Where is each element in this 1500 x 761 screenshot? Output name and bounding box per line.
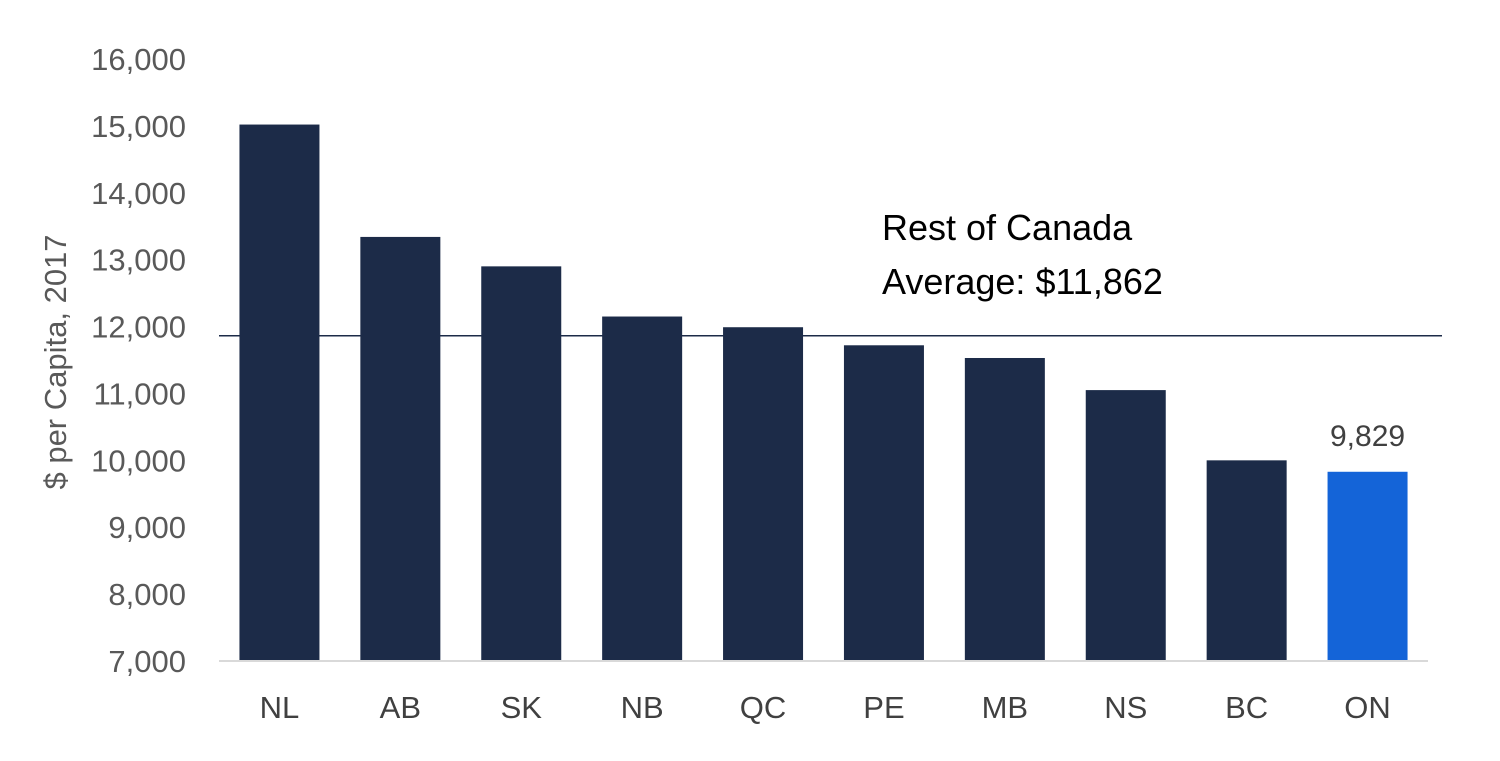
bar-mb xyxy=(964,357,1045,661)
bar-bc xyxy=(1206,460,1287,661)
bar-ab xyxy=(360,236,441,661)
y-tick-label: 9,000 xyxy=(108,510,186,545)
x-tick-label-ns: NS xyxy=(1104,690,1147,725)
bar-ns xyxy=(1085,390,1166,661)
x-tick-label-mb: MB xyxy=(982,690,1029,725)
bar-sk xyxy=(481,266,562,661)
x-tick-label-nl: NL xyxy=(260,690,300,725)
x-tick-label-pe: PE xyxy=(863,690,904,725)
y-tick-label: 12,000 xyxy=(91,310,186,345)
x-axis-labels: NL AB SK NB QC PE MB NS BC ON xyxy=(260,690,1391,725)
x-tick-label-on: ON xyxy=(1344,690,1391,725)
y-tick-label: 11,000 xyxy=(93,376,186,411)
x-tick-label-sk: SK xyxy=(501,690,543,725)
y-axis-ticks: 7,000 8,000 9,000 10,000 11,000 12,000 13,000 1… xyxy=(91,42,186,679)
y-tick-label: 8,000 xyxy=(108,577,186,612)
x-tick-label-ab: AB xyxy=(380,690,421,725)
y-tick-label: 10,000 xyxy=(91,443,186,478)
on-data-label: 9,829 xyxy=(1330,420,1405,453)
bar-nb xyxy=(602,316,683,661)
average-annotation-line-2: Average: $11,862 xyxy=(882,261,1163,302)
y-tick-label: 7,000 xyxy=(108,644,186,679)
bar-pe xyxy=(843,345,924,661)
bar-nl xyxy=(239,124,320,662)
y-axis-title-group: $ per Capita, 2017 xyxy=(38,234,73,489)
x-tick-label-bc: BC xyxy=(1225,690,1268,725)
y-tick-label: 16,000 xyxy=(91,42,186,77)
average-annotation-line-1: Rest of Canada xyxy=(882,207,1133,248)
bars xyxy=(239,124,1408,662)
x-tick-label-nb: NB xyxy=(621,690,664,725)
x-tick-label-qc: QC xyxy=(740,690,787,725)
y-axis-title: $ per Capita, 2017 xyxy=(38,234,73,489)
bar-on xyxy=(1327,471,1408,661)
y-tick-label: 14,000 xyxy=(91,176,186,211)
y-tick-label: 13,000 xyxy=(91,243,186,278)
bar-qc xyxy=(723,327,804,661)
y-tick-label: 15,000 xyxy=(91,109,186,144)
